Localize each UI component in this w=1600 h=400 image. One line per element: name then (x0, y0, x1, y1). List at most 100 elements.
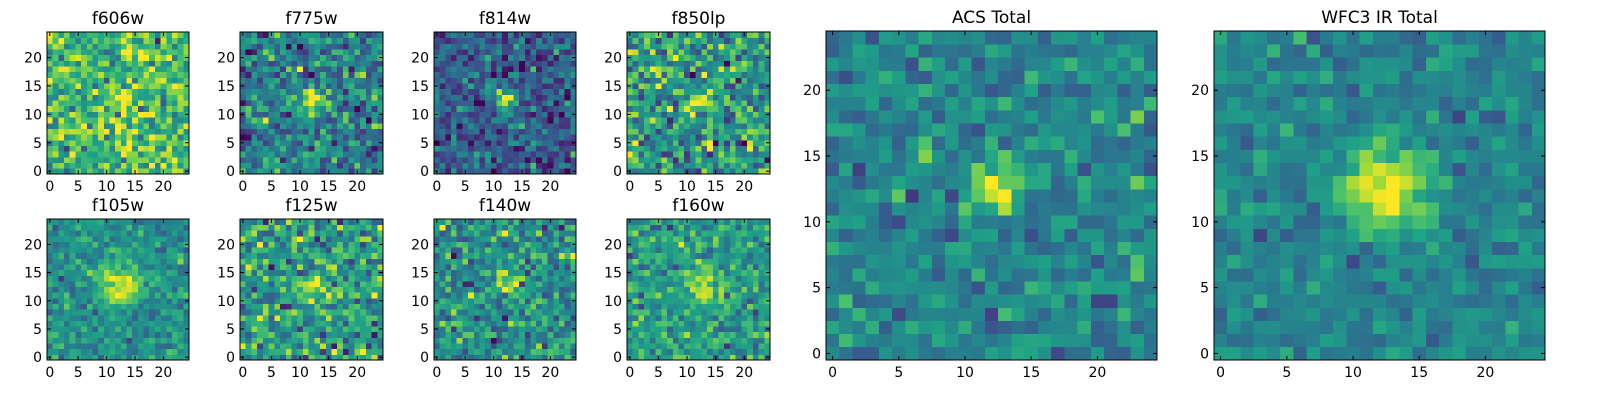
heatmap-cell (507, 168, 514, 175)
heatmap-cell (672, 281, 679, 288)
heatmap-cell (490, 151, 497, 158)
heatmap-cell (524, 122, 531, 129)
heatmap-cell (274, 54, 281, 61)
heatmap-cell (519, 71, 526, 78)
heatmap-cell (240, 43, 247, 50)
heatmap-cell (337, 343, 344, 350)
heatmap-cell (377, 331, 384, 338)
heatmap-cell (348, 88, 355, 95)
heatmap-cell (547, 128, 554, 135)
x-tick-label: 5 (654, 179, 663, 195)
heatmap-cell (257, 49, 264, 56)
heatmap-cell (149, 49, 156, 56)
heatmap-cell (337, 219, 344, 226)
y-tick-label: 10 (217, 294, 235, 310)
heatmap-cell (75, 71, 82, 78)
heatmap-cell (268, 303, 275, 310)
heatmap-cell (485, 49, 492, 56)
heatmap-cell (684, 128, 691, 135)
heatmap-cell (262, 54, 269, 61)
heatmap-cell (502, 49, 509, 56)
heatmap-cell (64, 66, 71, 73)
heatmap-cell (325, 49, 332, 56)
heatmap-cell (177, 297, 184, 304)
heatmap-cell (764, 37, 771, 44)
heatmap-cell (462, 117, 469, 124)
heatmap-cell (729, 168, 737, 175)
heatmap-cell (348, 77, 355, 84)
heatmap-cell (456, 77, 463, 84)
heatmap-cell (524, 100, 531, 107)
heatmap-cell (632, 145, 639, 152)
heatmap-cell (758, 117, 765, 124)
heatmap-cell (558, 219, 566, 226)
heatmap-cell (81, 105, 88, 112)
heatmap-cell (149, 235, 156, 242)
heatmap-cell (285, 134, 292, 141)
heatmap-cell (69, 303, 76, 310)
heatmap-cell (524, 49, 531, 56)
heatmap-cell (547, 224, 554, 231)
heatmap-cell (103, 100, 110, 107)
heatmap-cell (166, 241, 173, 248)
heatmap-cell (149, 309, 156, 316)
heatmap-cell (166, 264, 173, 271)
heatmap-cell (547, 139, 554, 146)
heatmap-cell (320, 49, 327, 56)
heatmap-cell (689, 111, 697, 118)
heatmap-cell (115, 320, 122, 327)
heatmap-cell (160, 88, 167, 95)
heatmap-cell (678, 122, 685, 129)
heatmap-cell (337, 297, 344, 304)
heatmap-cell (132, 43, 139, 50)
heatmap-cell (570, 264, 577, 271)
heatmap-cell (126, 241, 133, 248)
heatmap-cell (758, 100, 765, 107)
heatmap-cell (98, 219, 105, 226)
heatmap-cell (126, 219, 133, 226)
heatmap-cell (81, 309, 88, 316)
heatmap-cell (377, 134, 384, 141)
heatmap-cell (479, 241, 486, 248)
heatmap-cell (638, 269, 645, 276)
heatmap-cell (302, 32, 310, 39)
heatmap-cell (507, 292, 514, 299)
heatmap-cell (115, 134, 122, 141)
heatmap-cell (451, 88, 458, 95)
heatmap-cell (262, 37, 269, 44)
heatmap-cell (570, 286, 577, 293)
heatmap-cell (354, 309, 361, 316)
heatmap-cell (302, 145, 310, 152)
heatmap-cell (434, 292, 441, 299)
heatmap-cell (718, 297, 725, 304)
heatmap-cell (632, 275, 639, 282)
y-tick-label: 5 (33, 322, 42, 338)
heatmap-cell (360, 66, 367, 73)
heatmap-cell (285, 100, 292, 107)
heatmap-cell (143, 32, 150, 39)
heatmap-cell (81, 43, 88, 50)
heatmap-cell (462, 122, 469, 129)
heatmap-cell (661, 348, 668, 355)
heatmap-cell (729, 43, 737, 50)
heatmap-cell (314, 77, 321, 84)
heatmap-cell (257, 241, 264, 248)
heatmap-cell (627, 337, 634, 344)
heatmap-cell (377, 337, 384, 344)
heatmap-cell (64, 139, 71, 146)
heatmap-cell (262, 303, 269, 310)
heatmap-cell (434, 151, 441, 158)
y-tick-label: 0 (226, 164, 235, 180)
heatmap-cell (177, 258, 184, 265)
heatmap-cell (251, 60, 258, 67)
heatmap-cell (655, 269, 662, 276)
heatmap-cell (649, 292, 656, 299)
heatmap-cell (564, 134, 571, 141)
heatmap-cell (519, 343, 526, 350)
heatmap-cell (183, 286, 190, 293)
heatmap-cell (365, 258, 372, 265)
heatmap-cell (507, 54, 514, 61)
heatmap-cell (513, 258, 520, 265)
heatmap-cell (115, 117, 122, 124)
heatmap-cell (434, 156, 441, 164)
